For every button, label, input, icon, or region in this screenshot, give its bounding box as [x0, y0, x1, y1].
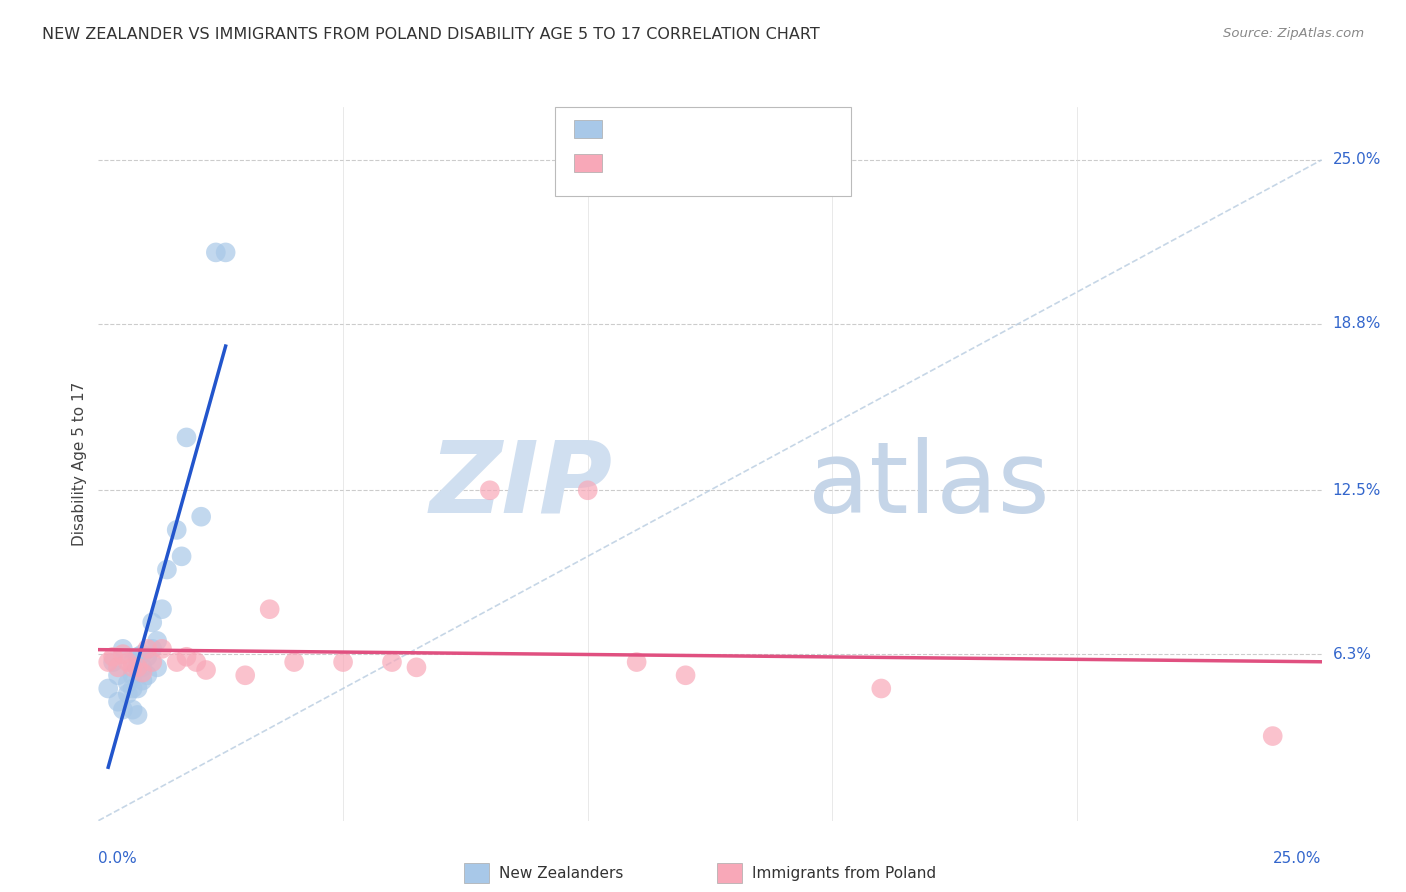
Point [146, 634, 169, 648]
Point [141, 655, 163, 669]
Point [283, 655, 305, 669]
Point [190, 509, 212, 524]
Point [117, 687, 139, 701]
Point [166, 523, 188, 537]
Point [121, 703, 143, 717]
Text: Immigrants from Poland: Immigrants from Poland [752, 866, 936, 880]
Point [576, 483, 599, 498]
Text: 18.8%: 18.8% [1333, 317, 1381, 331]
Point [136, 641, 159, 656]
Text: ZIP: ZIP [429, 437, 612, 533]
Text: 12.5%: 12.5% [1333, 483, 1381, 498]
Point [117, 676, 139, 690]
Point [381, 655, 404, 669]
Point [156, 563, 179, 577]
Point [205, 245, 228, 260]
Point [107, 660, 129, 674]
Point [127, 660, 149, 674]
Point [141, 615, 163, 630]
Point [195, 663, 218, 677]
Point [131, 660, 153, 674]
Point [141, 641, 163, 656]
Text: NEW ZEALANDER VS IMMIGRANTS FROM POLAND DISABILITY AGE 5 TO 17 CORRELATION CHART: NEW ZEALANDER VS IMMIGRANTS FROM POLAND … [42, 27, 820, 42]
Point [131, 673, 153, 688]
Point [332, 655, 354, 669]
Point [127, 649, 149, 664]
Point [170, 549, 193, 564]
Point [675, 668, 697, 682]
Point [626, 655, 648, 669]
Point [101, 655, 124, 669]
Point [121, 681, 143, 696]
Point [127, 660, 149, 674]
Text: R =  0.454   N = 33: R = 0.454 N = 33 [609, 122, 758, 136]
Point [111, 703, 134, 717]
Point [166, 655, 188, 669]
Text: 0.0%: 0.0% [98, 851, 138, 866]
Text: R = -0.322   N = 27: R = -0.322 N = 27 [609, 156, 759, 170]
Text: 25.0%: 25.0% [1274, 851, 1322, 866]
Y-axis label: Disability Age 5 to 17: Disability Age 5 to 17 [72, 382, 87, 546]
Text: Source: ZipAtlas.com: Source: ZipAtlas.com [1223, 27, 1364, 40]
Text: New Zealanders: New Zealanders [499, 866, 623, 880]
Point [111, 641, 134, 656]
Point [117, 655, 139, 669]
Point [127, 707, 149, 722]
Point [121, 660, 143, 674]
Point [146, 660, 169, 674]
Point [186, 655, 208, 669]
Point [97, 655, 120, 669]
Point [259, 602, 281, 616]
Point [176, 649, 198, 664]
Text: atlas: atlas [808, 437, 1049, 533]
Point [111, 647, 134, 661]
Point [136, 668, 159, 682]
Point [107, 695, 129, 709]
Point [150, 641, 173, 656]
Point [121, 655, 143, 669]
Point [101, 649, 124, 664]
Text: 25.0%: 25.0% [1333, 153, 1381, 168]
Point [107, 668, 129, 682]
Point [121, 668, 143, 682]
Point [131, 665, 153, 680]
Point [214, 245, 236, 260]
Point [97, 681, 120, 696]
Point [405, 660, 427, 674]
Point [870, 681, 893, 696]
Point [1261, 729, 1284, 743]
Point [136, 649, 159, 664]
Point [131, 647, 153, 661]
Point [478, 483, 501, 498]
Point [176, 430, 198, 444]
Text: 6.3%: 6.3% [1333, 647, 1372, 662]
Point [150, 602, 173, 616]
Point [127, 681, 149, 696]
Point [233, 668, 256, 682]
